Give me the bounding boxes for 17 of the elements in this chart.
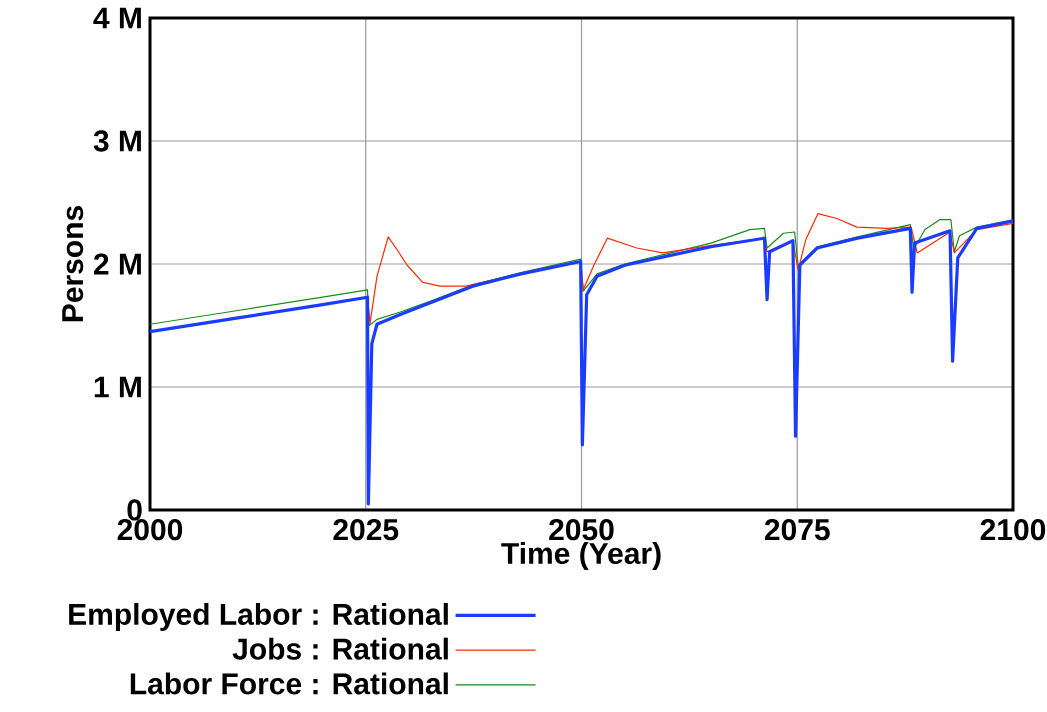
line-series (150, 219, 1014, 506)
x-axis-title: Time (Year) (501, 542, 661, 570)
y-tick-label: 1 M (94, 376, 141, 398)
legend-label: Jobs : Rational (232, 637, 448, 660)
x-tick-label: 2050 (549, 519, 614, 541)
x-tick-label: 2000 (117, 519, 183, 541)
y-tick-label: 3 M (93, 130, 141, 152)
line-series (150, 219, 1014, 327)
x-tick-label: 2025 (333, 519, 399, 541)
y-axis-title: Persons (62, 206, 84, 322)
x-tick-label: 2100 (980, 519, 1046, 541)
legend-label: Labor Force : Rational (130, 672, 448, 695)
y-tick-label: 2 M (93, 253, 141, 275)
x-tick-label: 2075 (764, 519, 830, 541)
legend-label: Employed Labor : Rational (69, 602, 448, 631)
y-tick-label: 0 (127, 499, 142, 521)
y-tick-label: 4 M (93, 7, 141, 29)
